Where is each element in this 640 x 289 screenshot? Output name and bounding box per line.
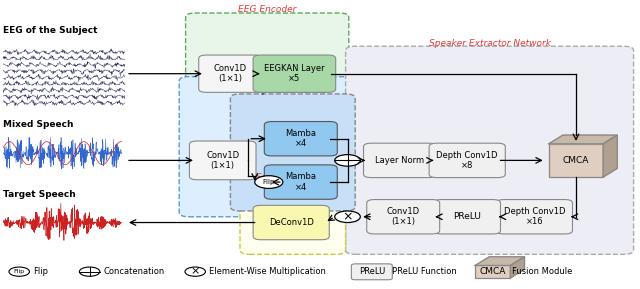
FancyBboxPatch shape: [497, 199, 573, 234]
Text: Speech Encoder: Speech Encoder: [237, 69, 310, 78]
Polygon shape: [511, 257, 525, 278]
FancyBboxPatch shape: [240, 181, 346, 254]
FancyBboxPatch shape: [351, 264, 392, 280]
Text: Depth Conv1D
×8: Depth Conv1D ×8: [436, 151, 498, 170]
Text: CMCA: CMCA: [479, 267, 506, 276]
FancyBboxPatch shape: [434, 199, 500, 234]
Text: EEG Encoder: EEG Encoder: [238, 5, 296, 14]
FancyBboxPatch shape: [549, 144, 604, 177]
Text: Flip: Flip: [13, 269, 25, 274]
Text: EEGKAN Layer
×5: EEGKAN Layer ×5: [264, 64, 324, 84]
Circle shape: [255, 176, 283, 188]
Text: Target Speech: Target Speech: [3, 190, 76, 199]
FancyBboxPatch shape: [367, 199, 440, 234]
FancyBboxPatch shape: [264, 121, 337, 156]
Polygon shape: [476, 257, 525, 265]
Polygon shape: [549, 135, 617, 144]
Text: Mamba
×4: Mamba ×4: [285, 172, 316, 192]
FancyBboxPatch shape: [253, 205, 329, 240]
Text: ×: ×: [191, 267, 200, 277]
FancyBboxPatch shape: [189, 141, 256, 180]
FancyBboxPatch shape: [264, 165, 337, 199]
FancyBboxPatch shape: [476, 265, 511, 278]
Text: Depth Conv1D
×16: Depth Conv1D ×16: [504, 207, 565, 227]
FancyBboxPatch shape: [253, 55, 335, 92]
Text: ×: ×: [342, 210, 353, 223]
Text: Flip: Flip: [262, 179, 275, 185]
Text: PReLU Function: PReLU Function: [392, 267, 457, 276]
Text: PReLU: PReLU: [453, 212, 481, 221]
Text: CMCA: CMCA: [563, 156, 589, 165]
Polygon shape: [604, 135, 617, 177]
FancyBboxPatch shape: [179, 77, 368, 217]
FancyBboxPatch shape: [346, 46, 634, 254]
FancyBboxPatch shape: [429, 143, 506, 177]
Text: Mamba
×4: Mamba ×4: [285, 129, 316, 149]
Circle shape: [9, 267, 29, 276]
Text: Conv1D
(1×1): Conv1D (1×1): [214, 64, 247, 84]
Text: DeConv1D: DeConv1D: [269, 218, 314, 227]
FancyBboxPatch shape: [198, 55, 262, 92]
Text: Concatenation: Concatenation: [104, 267, 165, 276]
Circle shape: [185, 267, 205, 276]
FancyBboxPatch shape: [186, 13, 349, 120]
Text: Element-Wise Multiplication: Element-Wise Multiplication: [209, 267, 326, 276]
Text: Flip: Flip: [33, 267, 48, 276]
Circle shape: [335, 155, 360, 166]
Text: SpeechBiMamba: SpeechBiMamba: [258, 86, 328, 95]
Text: Fusion Module: Fusion Module: [512, 267, 572, 276]
Circle shape: [79, 267, 100, 276]
Text: PReLU: PReLU: [358, 267, 385, 276]
Circle shape: [335, 211, 360, 223]
FancyBboxPatch shape: [364, 143, 436, 177]
FancyBboxPatch shape: [230, 94, 355, 211]
Text: Conv1D
(1×1): Conv1D (1×1): [206, 151, 239, 170]
Text: EEG of the Subject: EEG of the Subject: [3, 26, 98, 35]
Text: Speaker Extractor Network: Speaker Extractor Network: [429, 39, 550, 48]
Text: Conv1D
(1×1): Conv1D (1×1): [387, 207, 420, 227]
Text: Layer Norm: Layer Norm: [376, 156, 424, 165]
Text: Mixed Speech: Mixed Speech: [3, 120, 74, 129]
Text: Speech Decoder: Speech Decoder: [256, 173, 330, 182]
